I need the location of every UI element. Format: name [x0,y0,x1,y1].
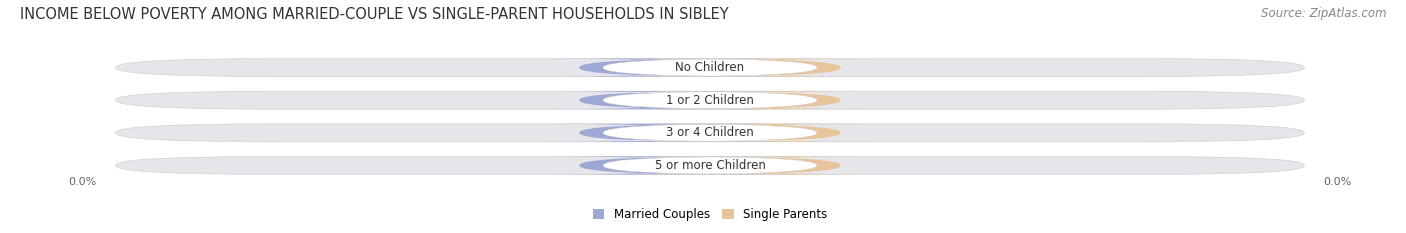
FancyBboxPatch shape [681,91,870,109]
FancyBboxPatch shape [115,157,1305,175]
FancyBboxPatch shape [550,157,740,175]
FancyBboxPatch shape [603,91,817,109]
Text: 5 or more Children: 5 or more Children [655,159,765,172]
Text: No Children: No Children [675,61,745,74]
Text: 0.0%: 0.0% [619,95,647,105]
Text: Source: ZipAtlas.com: Source: ZipAtlas.com [1261,7,1386,20]
FancyBboxPatch shape [550,58,740,76]
Text: 1 or 2 Children: 1 or 2 Children [666,94,754,107]
Text: 0.0%: 0.0% [773,161,801,170]
FancyBboxPatch shape [115,124,1305,142]
Text: 0.0%: 0.0% [619,161,647,170]
FancyBboxPatch shape [115,91,1305,109]
Text: 0.0%: 0.0% [773,63,801,72]
FancyBboxPatch shape [681,58,870,76]
FancyBboxPatch shape [681,124,870,142]
Text: 3 or 4 Children: 3 or 4 Children [666,126,754,139]
FancyBboxPatch shape [115,58,1305,76]
Text: 0.0%: 0.0% [619,128,647,138]
Text: 0.0%: 0.0% [1323,177,1353,187]
FancyBboxPatch shape [603,157,817,175]
FancyBboxPatch shape [603,58,817,76]
Text: INCOME BELOW POVERTY AMONG MARRIED-COUPLE VS SINGLE-PARENT HOUSEHOLDS IN SIBLEY: INCOME BELOW POVERTY AMONG MARRIED-COUPL… [20,7,728,22]
FancyBboxPatch shape [603,124,817,142]
Text: 0.0%: 0.0% [619,63,647,72]
Text: 0.0%: 0.0% [773,95,801,105]
Text: 0.0%: 0.0% [67,177,97,187]
FancyBboxPatch shape [550,124,740,142]
Legend: Married Couples, Single Parents: Married Couples, Single Parents [588,203,832,225]
Text: 0.0%: 0.0% [773,128,801,138]
FancyBboxPatch shape [681,157,870,175]
FancyBboxPatch shape [550,91,740,109]
